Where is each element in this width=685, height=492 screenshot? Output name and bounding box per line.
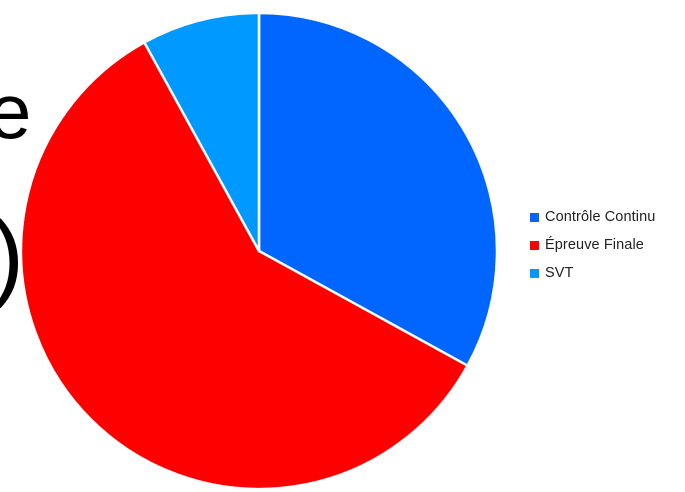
pie-slice-svt — [143, 11, 261, 253]
pie-slices — [19, 11, 499, 491]
legend-swatch-controle-continu — [530, 212, 539, 222]
background-glyph-bottom: ) — [0, 208, 24, 304]
chart-legend: Contrôle Continu Épreuve Finale SVT — [530, 203, 680, 287]
legend-item-epreuve-finale: Épreuve Finale — [530, 231, 680, 259]
legend-item-svt: SVT — [530, 259, 680, 287]
legend-label-epreuve-finale: Épreuve Finale — [545, 237, 644, 253]
background-glyph-top: e — [0, 67, 32, 155]
legend-label-svt: SVT — [545, 265, 574, 281]
legend-swatch-svt — [530, 268, 539, 278]
pie-slice-controle-continu — [257, 11, 499, 367]
pie-slice-epreuve-finale — [19, 41, 469, 491]
legend-swatch-epreuve-finale — [530, 240, 539, 250]
legend-item-controle-continu: Contrôle Continu — [530, 203, 680, 231]
legend-label-controle-continu: Contrôle Continu — [545, 209, 656, 225]
